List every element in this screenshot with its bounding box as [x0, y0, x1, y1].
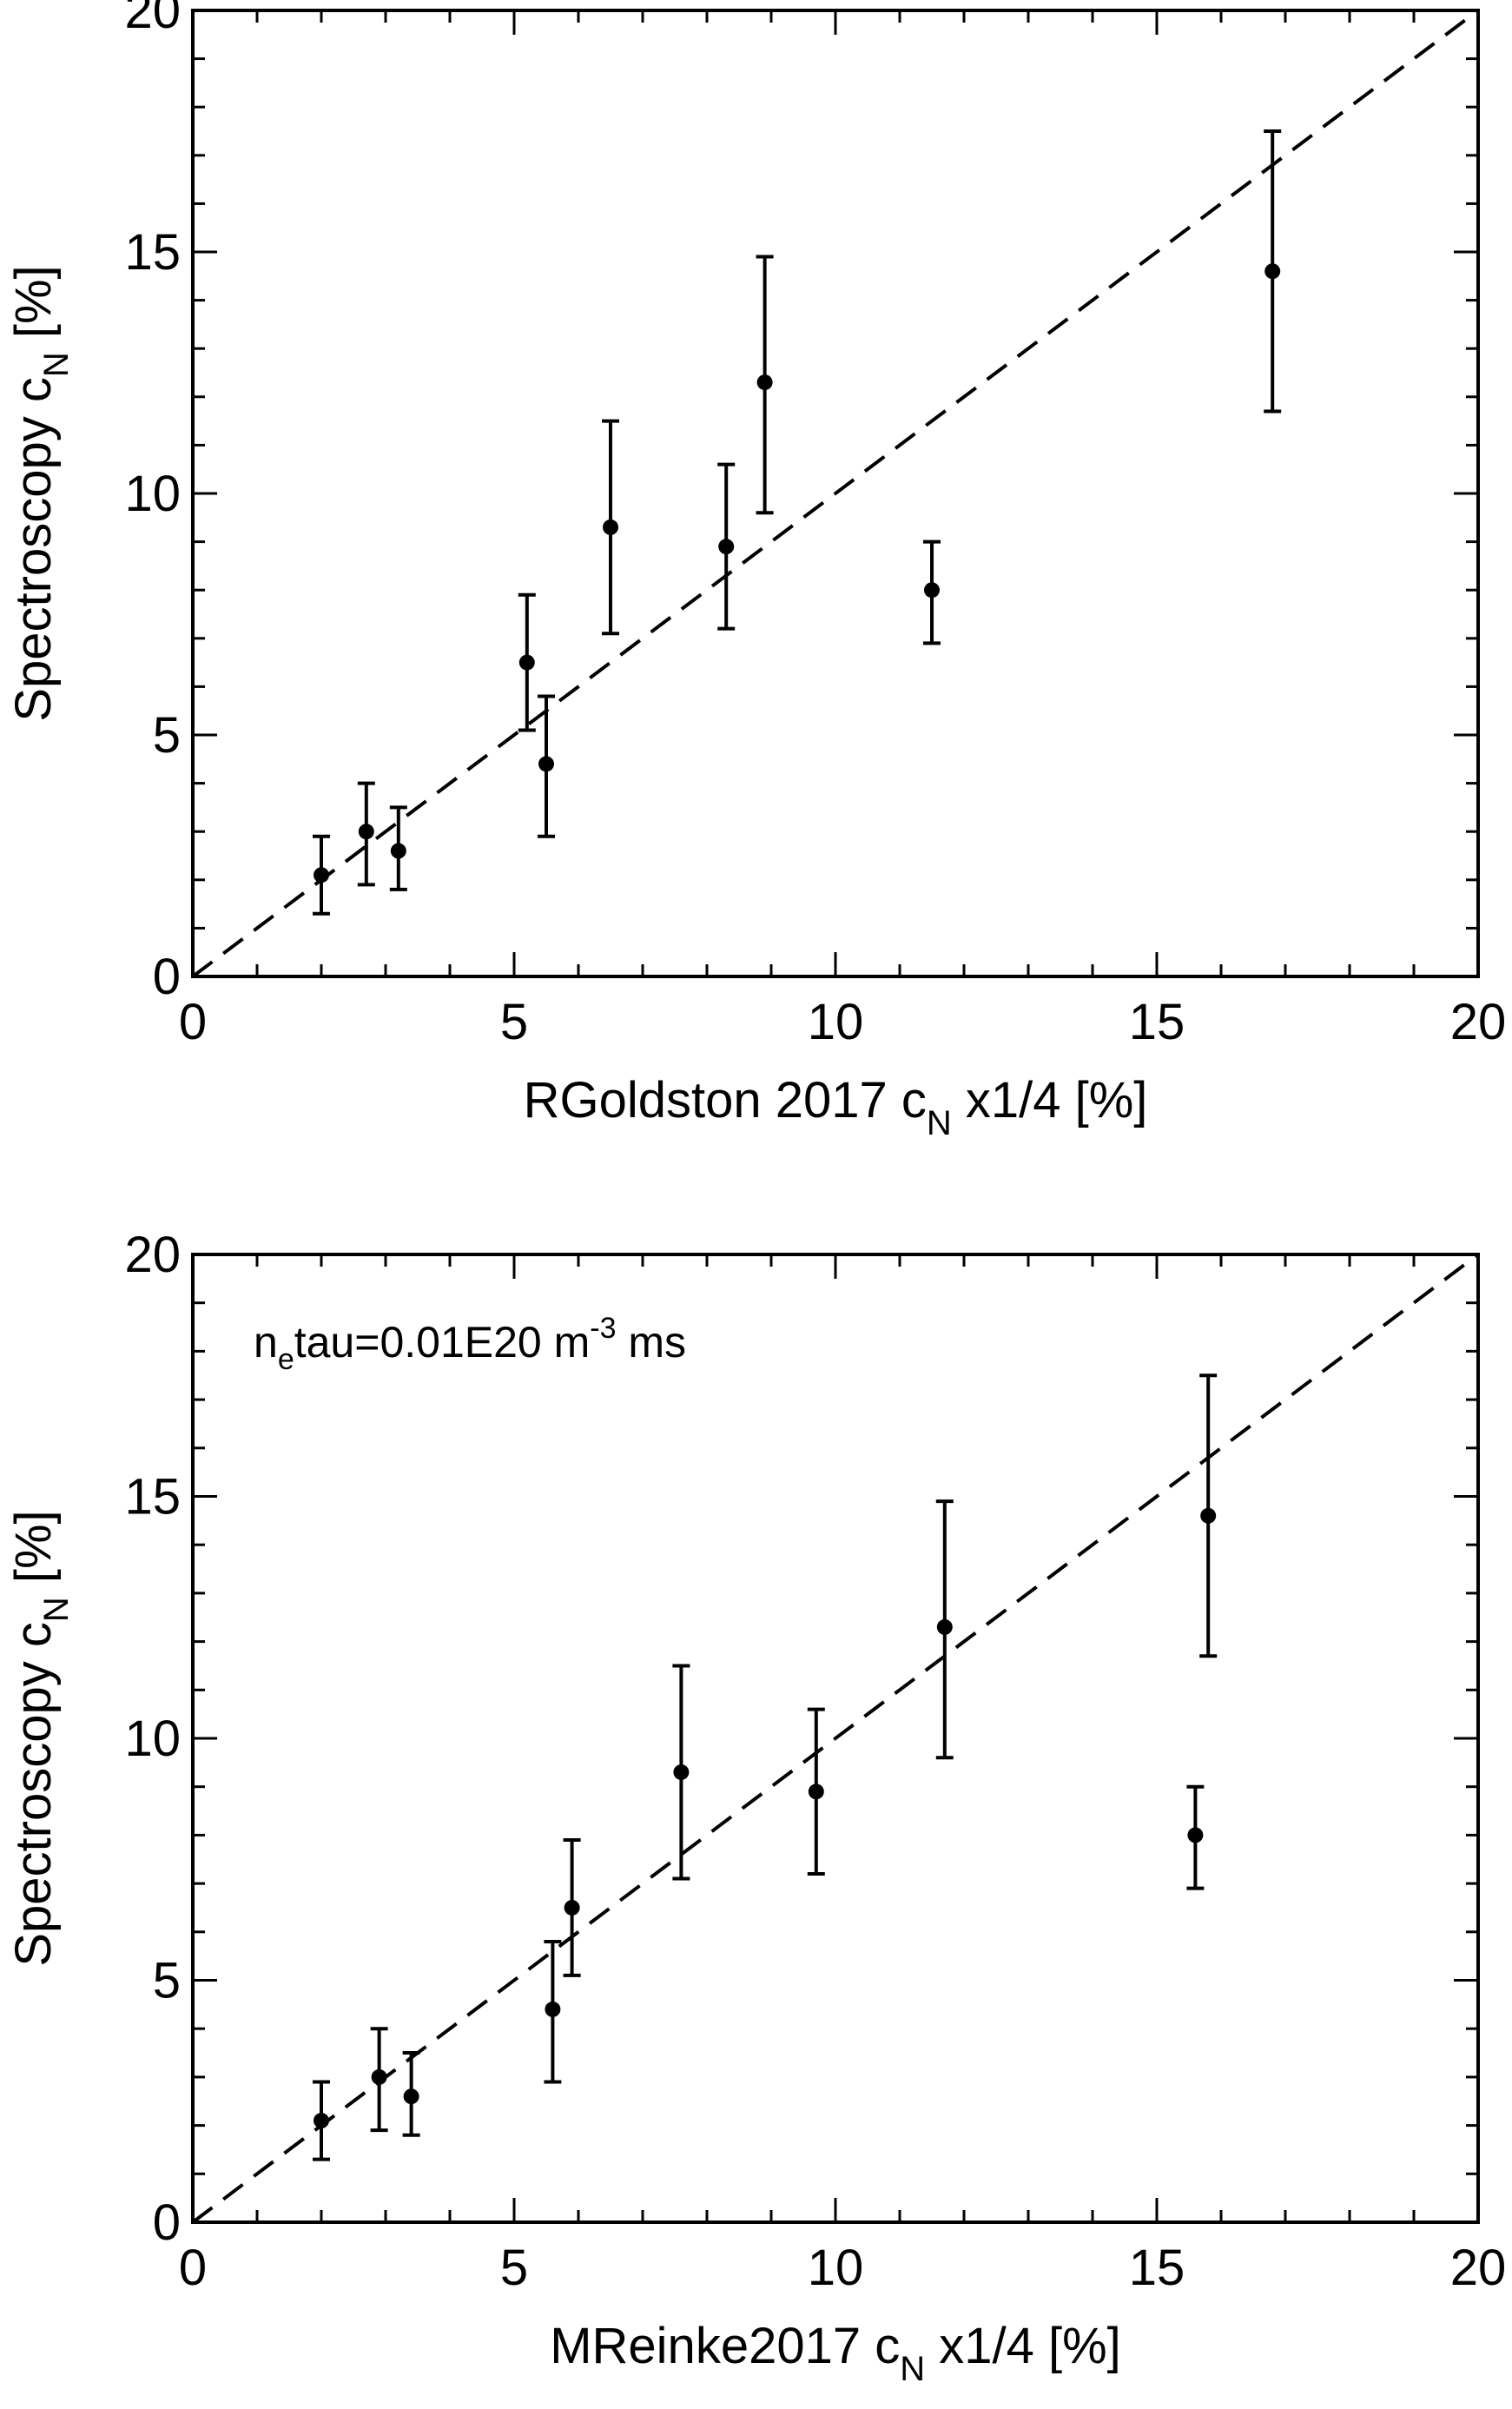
data-point — [518, 654, 535, 671]
data-point — [390, 843, 406, 859]
data-point — [1187, 1827, 1204, 1843]
data-point-group — [672, 1664, 690, 1881]
x-tick-label: 0 — [179, 994, 207, 1050]
annotation-sup: -3 — [590, 1312, 616, 1345]
y-axis-title-unit: [%] — [5, 1510, 62, 1597]
data-point-group — [518, 592, 536, 732]
x-tick-label: 10 — [808, 994, 864, 1050]
y-axis-title: Spectroscopy cN [%] — [5, 1510, 76, 1966]
data-point-group — [923, 539, 941, 645]
y-axis-title-main: Spectroscopy c — [5, 377, 62, 722]
data-point — [358, 824, 374, 840]
data-point-group — [1186, 1784, 1205, 1890]
y-tick-label: 10 — [124, 466, 181, 522]
x-axis-title-main: MReinke2017 c — [550, 2318, 900, 2374]
x-axis-title: RGoldston 2017 cN x1/4 [%] — [524, 1072, 1148, 1142]
x-tick-label: 20 — [1450, 994, 1507, 1050]
data-point — [314, 2113, 329, 2129]
annotation: netau=0.01E20 m-3 ms — [254, 1312, 686, 1376]
data-point-group — [389, 805, 407, 891]
data-point — [718, 539, 735, 555]
data-point-group — [1264, 129, 1282, 414]
data-point-group — [402, 2051, 420, 2137]
y-tick-label: 20 — [124, 1227, 181, 1283]
data-point-group — [756, 255, 774, 515]
y-axis-title: Spectroscopy cN [%] — [5, 265, 76, 721]
data-point — [403, 2088, 419, 2105]
y-tick-label: 0 — [153, 949, 181, 1005]
data-series — [313, 129, 1282, 916]
data-point-group — [563, 1837, 581, 1977]
y-tick-label: 10 — [124, 1711, 181, 1767]
data-point — [314, 867, 329, 884]
x-axis-title-unit: x1/4 [%] — [952, 1072, 1148, 1128]
data-point — [545, 2001, 561, 2017]
x-tick-label: 5 — [500, 994, 528, 1050]
data-point-group — [544, 1939, 562, 2084]
data-point-group — [1199, 1373, 1218, 1658]
y-axis-title-main: Spectroscopy c — [5, 1622, 62, 1967]
data-point-group — [935, 1499, 954, 1760]
data-point — [1200, 1507, 1217, 1524]
x-axis-title-sub: N — [900, 2350, 925, 2388]
axis-ticks — [191, 9, 1480, 978]
data-point-group — [717, 462, 736, 631]
reference-line-dashed — [191, 1253, 1480, 2224]
y-axis-title-sub: N — [37, 1597, 76, 1622]
data-point-group — [807, 1707, 825, 1876]
data-point — [603, 519, 618, 535]
annotation-part: n — [254, 1318, 278, 1367]
y-tick-label: 5 — [153, 1953, 181, 2009]
x-axis-title: MReinke2017 cN x1/4 [%] — [550, 2318, 1121, 2388]
x-tick-label: 0 — [179, 2240, 207, 2296]
data-point — [564, 1899, 580, 1916]
y-tick-label: 15 — [124, 1469, 181, 1525]
data-point — [936, 1618, 953, 1635]
y-axis-title-unit: [%] — [5, 265, 62, 352]
reference-line-dashed — [191, 9, 1480, 978]
x-tick-label: 15 — [1129, 2240, 1185, 2296]
x-axis-title-unit: x1/4 [%] — [925, 2318, 1121, 2374]
axis-ticks — [191, 1253, 1480, 2224]
data-point-group — [313, 2080, 330, 2161]
data-point — [538, 756, 554, 772]
data-point-group — [313, 834, 330, 916]
data-point-group — [602, 419, 619, 636]
y-tick-label: 5 — [153, 707, 181, 764]
data-point — [924, 582, 940, 599]
annotation-sub: e — [278, 1343, 294, 1376]
data-point — [808, 1784, 824, 1800]
data-point-group — [370, 2027, 388, 2133]
data-point — [371, 2068, 387, 2085]
y-tick-label: 15 — [124, 224, 181, 281]
annotation-part: ms — [617, 1318, 687, 1367]
data-point-group — [538, 694, 555, 838]
x-axis-title-main: RGoldston 2017 c — [524, 1072, 927, 1128]
data-point — [756, 374, 773, 391]
data-series — [313, 1373, 1218, 2161]
y-tick-label: 0 — [153, 2194, 181, 2251]
x-tick-label: 5 — [500, 2240, 528, 2296]
x-tick-label: 20 — [1450, 2240, 1507, 2296]
data-point — [673, 1764, 690, 1780]
annotation-part: tau=0.01E20 m — [294, 1318, 591, 1367]
x-tick-label: 15 — [1129, 994, 1185, 1050]
x-axis-title-sub: N — [927, 1104, 952, 1142]
y-tick-label: 20 — [124, 0, 181, 39]
y-axis-title-sub: N — [37, 352, 76, 377]
data-point — [1264, 263, 1281, 280]
x-tick-label: 10 — [808, 2240, 864, 2296]
data-point-group — [357, 781, 375, 887]
